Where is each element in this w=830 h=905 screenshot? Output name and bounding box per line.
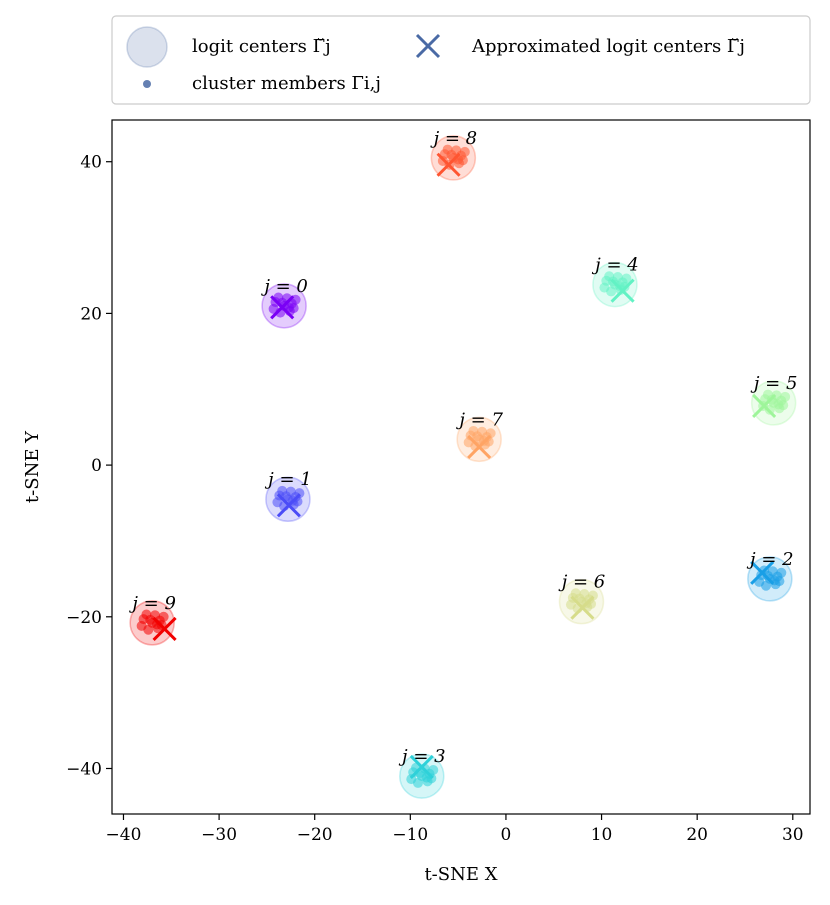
cluster-label: j = 8 xyxy=(430,128,478,149)
y-tick-label: −40 xyxy=(66,759,102,779)
approx-center-marker xyxy=(276,493,301,518)
approx-center-marker xyxy=(152,616,177,641)
approx-center-marker xyxy=(467,434,492,459)
cluster-group: j = 8 xyxy=(430,128,478,181)
cluster-group: j = 3 xyxy=(398,746,446,799)
x-tick-label: −10 xyxy=(392,825,428,845)
cluster-label: j = 2 xyxy=(746,549,794,570)
y-tick-label: 20 xyxy=(80,304,102,324)
legend-label-members: cluster members Γi,j xyxy=(192,73,381,94)
cluster-label: j = 0 xyxy=(260,276,308,297)
approx-center-marker xyxy=(409,754,434,780)
cluster-group: j = 5 xyxy=(750,373,798,426)
cluster-label: j = 5 xyxy=(750,373,798,394)
y-axis: −40 −20 0 20 40 xyxy=(66,153,112,779)
x-tick-label: 10 xyxy=(591,825,613,845)
cluster-member-point xyxy=(565,599,576,610)
x-axis-title: t-SNE X xyxy=(424,864,497,885)
x-axis: −40 −30 −20 −10 0 10 20 30 xyxy=(106,814,804,845)
cluster-label: j = 4 xyxy=(591,255,639,276)
legend-label-centers: logit centers Γ̆j xyxy=(192,36,331,57)
cluster-label: j = 6 xyxy=(558,572,606,593)
cluster-group: j = 1 xyxy=(264,469,312,522)
y-tick-label: 0 xyxy=(91,456,102,476)
cluster-member-point xyxy=(773,399,784,410)
plot-frame xyxy=(111,119,811,815)
legend-approx-marker xyxy=(415,33,441,59)
x-tick-label: −20 xyxy=(297,825,333,845)
plot-marks: j = 0 j = 1 j = 2 j = 3 j = 4 j = 5 j = 6 j = 7… xyxy=(128,128,798,799)
cluster-group: j = 6 xyxy=(558,572,606,625)
y-axis-title: t-SNE Y xyxy=(22,430,43,503)
legend-label-approx: Approximated logit centers Γ̆j xyxy=(471,36,745,57)
cluster-group: j = 2 xyxy=(746,549,794,602)
approx-center-marker xyxy=(610,278,635,303)
legend: logit centers Γ̆j Approximated logit cen… xyxy=(111,15,811,105)
cluster-label: j = 7 xyxy=(455,409,503,430)
approx-center-marker xyxy=(570,595,595,620)
cluster-member-point xyxy=(599,282,610,293)
approx-center-marker xyxy=(752,393,777,419)
approx-center-marker xyxy=(436,152,461,177)
y-tick-label: −20 xyxy=(66,608,102,628)
approx-center-marker xyxy=(270,295,295,320)
legend-center-marker xyxy=(126,26,168,68)
cluster-label: j = 3 xyxy=(398,746,446,767)
cluster-group: j = 7 xyxy=(455,409,503,463)
x-tick-label: 30 xyxy=(782,825,804,845)
cluster-group: j = 9 xyxy=(128,593,177,646)
cluster-member-point xyxy=(272,497,283,508)
x-tick-label: −30 xyxy=(201,825,237,845)
x-tick-label: 0 xyxy=(501,825,512,845)
cluster-label: j = 9 xyxy=(128,593,176,614)
approx-center-marker xyxy=(750,560,775,585)
x-tick-label: 20 xyxy=(686,825,708,845)
cluster-group: j = 4 xyxy=(591,255,639,308)
cluster-member-point xyxy=(136,620,147,631)
x-tick-label: −40 xyxy=(106,825,142,845)
cluster-group: j = 0 xyxy=(260,276,308,329)
y-tick-label: 40 xyxy=(80,153,102,173)
legend-frame xyxy=(111,15,811,105)
cluster-label: j = 1 xyxy=(264,469,312,490)
legend-member-marker xyxy=(143,80,151,88)
